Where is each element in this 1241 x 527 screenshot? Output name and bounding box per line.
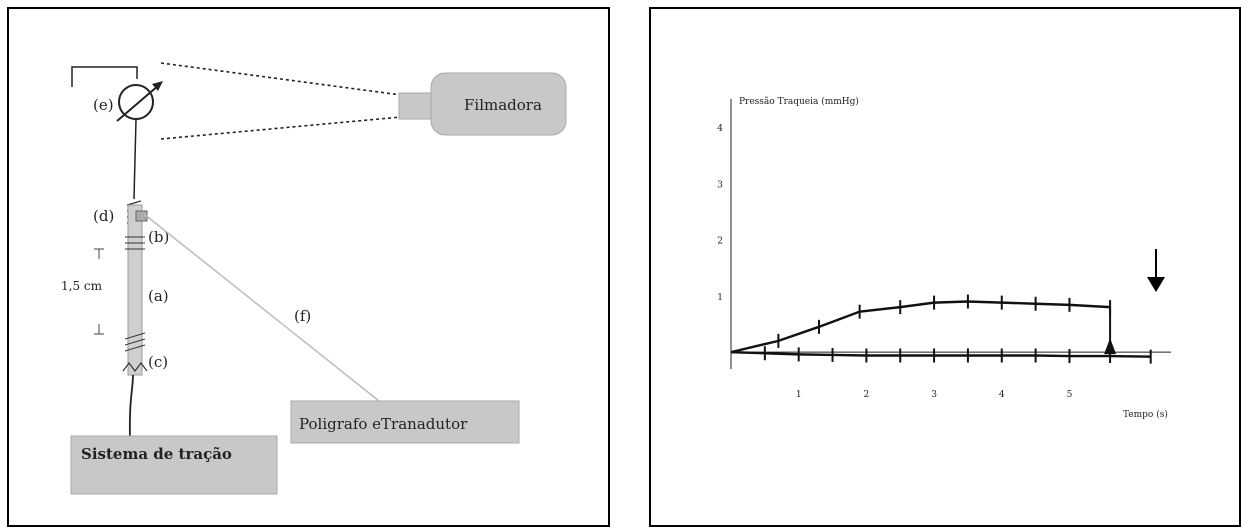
chart-axes bbox=[730, 99, 1171, 369]
label-e: (e) bbox=[93, 96, 114, 114]
ligature-c bbox=[124, 332, 146, 352]
camera-label: Filmadora bbox=[464, 96, 542, 114]
traction-label: Sistema de tração bbox=[81, 445, 232, 463]
camera-body bbox=[430, 72, 567, 136]
traction-system-box bbox=[70, 435, 278, 495]
x-tick-label: 5 bbox=[1067, 390, 1073, 400]
arrow-down-icon bbox=[1147, 277, 1165, 292]
series-line-1 bbox=[730, 300, 1111, 354]
support-bracket bbox=[71, 66, 138, 87]
x-tick-label: 4 bbox=[999, 390, 1005, 400]
camera-view-line-top bbox=[160, 62, 402, 96]
tracheal-segment bbox=[127, 204, 143, 376]
label-c: (c) bbox=[148, 353, 168, 371]
apparatus-panel: (e) Filmadora (d) (b) (a) (c) 1,5 cm (f) bbox=[7, 7, 610, 527]
label-d: (d) bbox=[93, 207, 114, 225]
arrow-head-icon bbox=[152, 81, 163, 91]
x-tick-label: 3 bbox=[931, 390, 937, 400]
apparatus-diagram: (e) Filmadora (d) (b) (a) (c) 1,5 cm (f) bbox=[61, 62, 567, 495]
length-label: 1,5 cm bbox=[61, 279, 103, 293]
transducer-arrow bbox=[116, 84, 160, 122]
series-line-2 bbox=[730, 350, 1151, 358]
ligature-b bbox=[125, 236, 145, 250]
y-tick-label: 3 bbox=[717, 180, 723, 190]
polygraph-box bbox=[290, 400, 520, 444]
camera-lens bbox=[398, 92, 432, 120]
dimension-bottom-mark bbox=[94, 324, 104, 335]
y-axis-label: Pressão Traqueia (mmHg) bbox=[739, 96, 859, 107]
label-f: (f) bbox=[294, 307, 311, 325]
label-a: (a) bbox=[148, 287, 169, 305]
release-spike bbox=[1104, 338, 1117, 355]
chart-ticks: 4 3 2 1 1 2 3 4 5 bbox=[717, 124, 1072, 400]
traction-thread bbox=[128, 374, 134, 440]
y-tick-label: 2 bbox=[717, 237, 723, 247]
lower-hook bbox=[122, 362, 148, 372]
dimension-top-mark bbox=[94, 248, 104, 259]
chart-series bbox=[730, 294, 1152, 364]
x-axis-label: Tempo (s) bbox=[1123, 409, 1168, 420]
label-b: (b) bbox=[148, 228, 169, 246]
y-tick-label: 1 bbox=[717, 293, 723, 303]
pressure-chart-panel: Pressão Traqueia (mmHg) Tempo (s) 4 3 2 1 1 2… bbox=[649, 7, 1241, 527]
x-tick-label: 2 bbox=[864, 390, 870, 400]
suspension-thread bbox=[133, 118, 137, 200]
pressure-chart: Pressão Traqueia (mmHg) Tempo (s) 4 3 2 1 1 2… bbox=[717, 96, 1171, 420]
y-tick-label: 4 bbox=[717, 124, 723, 134]
polygraph-label: Poligrafo eTranadutor bbox=[299, 415, 468, 433]
camera-view-line-bottom bbox=[160, 116, 402, 140]
x-tick-label: 1 bbox=[796, 390, 802, 400]
pressure-line bbox=[143, 213, 380, 402]
